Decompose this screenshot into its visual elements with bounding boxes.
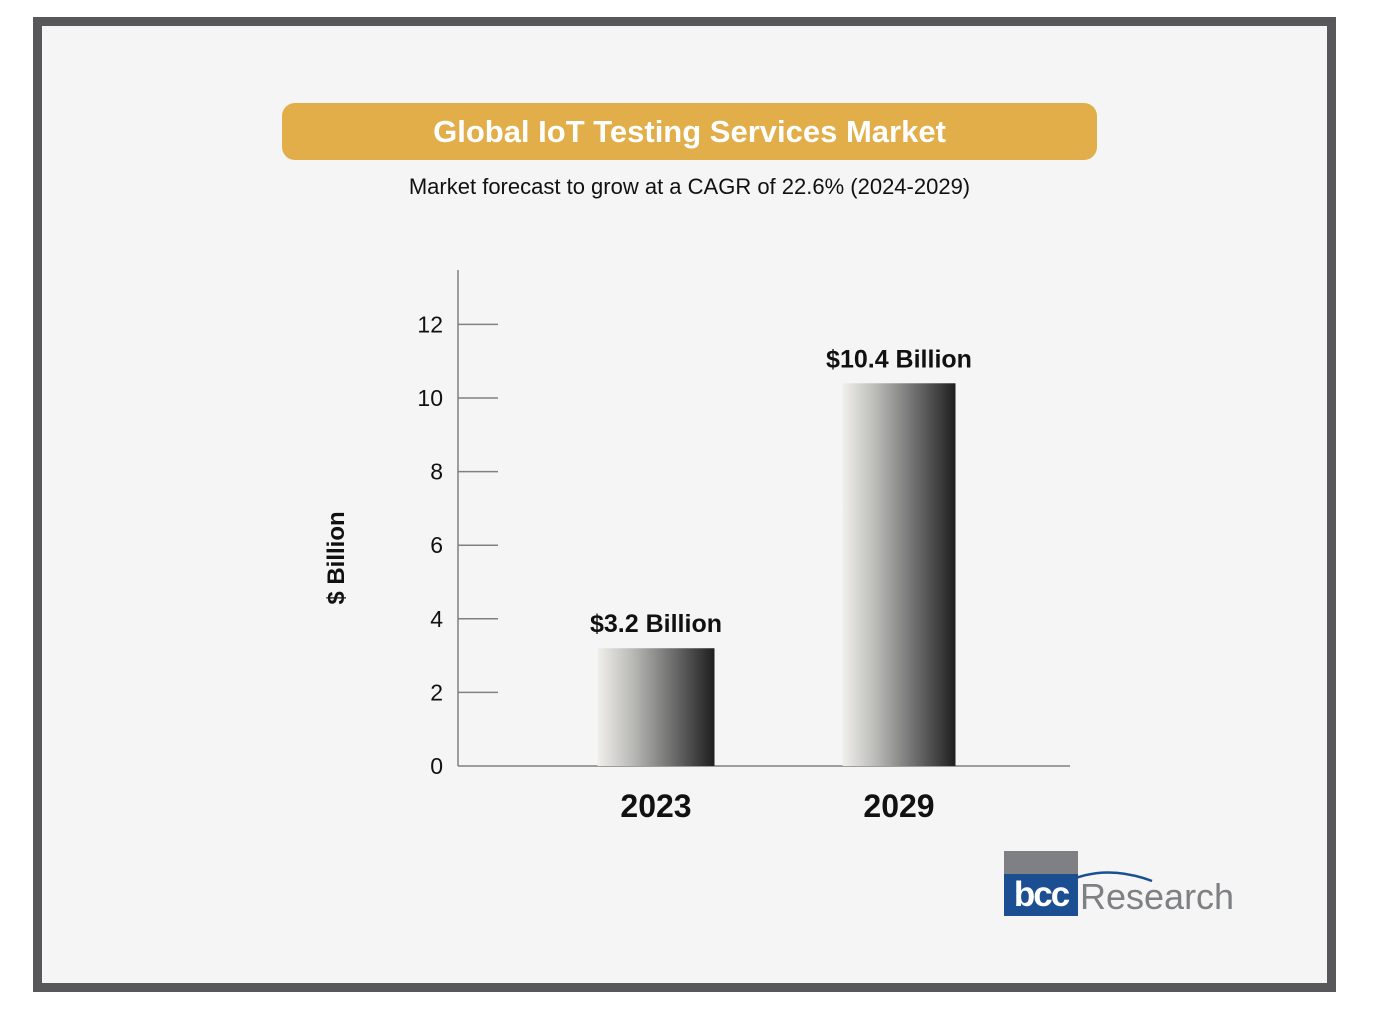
y-tick-label: 10 (417, 385, 443, 411)
logo-bar (1004, 851, 1078, 874)
bcc-research-logo: bcc Research (1004, 851, 1234, 923)
y-tick-label: 8 (430, 459, 443, 485)
chart-title: Global IoT Testing Services Market (282, 103, 1097, 160)
data-label-2023: $3.2 Billion (590, 610, 722, 638)
y-tick-label: 12 (417, 311, 443, 337)
logo-research: Research (1080, 876, 1235, 917)
chart-frame (33, 17, 1336, 992)
data-label-2029: $10.4 Billion (826, 345, 972, 373)
x-tick-label-2029: 2029 (863, 788, 934, 824)
logo-bcc: bcc (1004, 874, 1078, 916)
y-tick-label: 0 (430, 753, 443, 779)
bar-2029 (842, 383, 956, 766)
chart-subtitle: Market forecast to grow at a CAGR of 22.… (408, 174, 971, 199)
y-tick-label: 4 (430, 606, 443, 632)
x-tick-label-2023: 2023 (620, 788, 691, 824)
y-tick-label: 6 (430, 532, 443, 558)
y-axis-label: $ Billion (323, 511, 350, 604)
y-tick-label: 2 (430, 679, 443, 705)
bar-2023 (597, 648, 715, 766)
